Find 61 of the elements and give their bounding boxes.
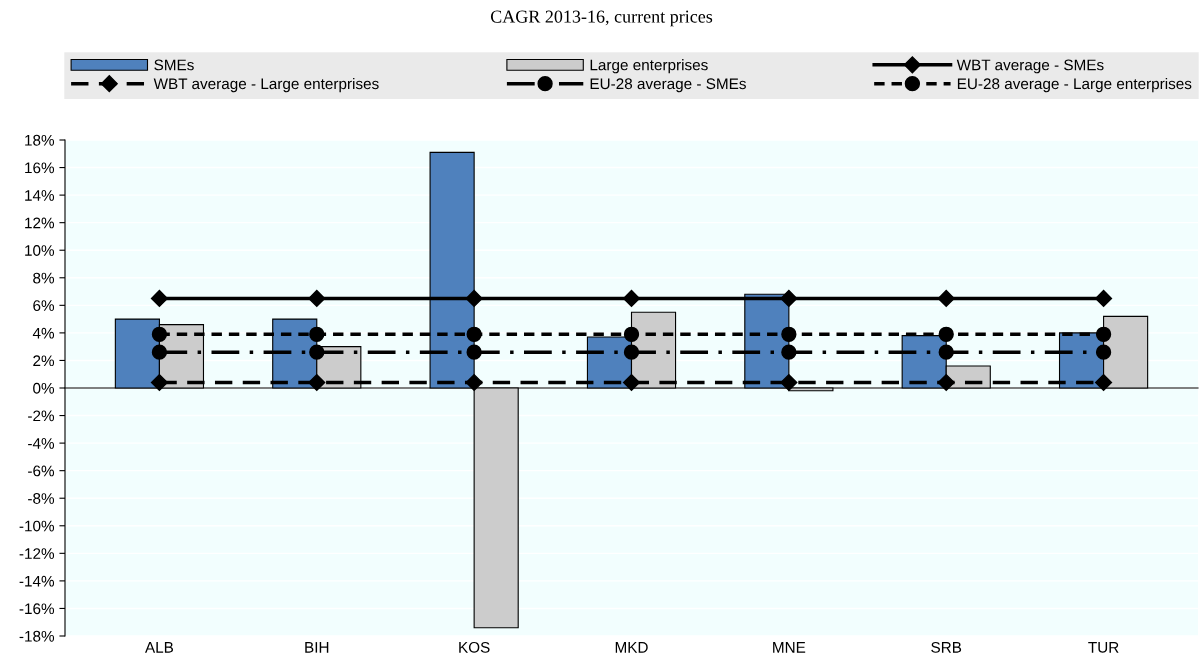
legend-label: EU-28 average - SMEs bbox=[590, 78, 746, 93]
y-tick-label: 6% bbox=[33, 300, 55, 312]
y-tick-label: 4% bbox=[32, 327, 55, 339]
y-tick-label: -6% bbox=[28, 465, 55, 477]
point bbox=[466, 344, 482, 360]
point bbox=[308, 289, 326, 307]
y-tick-label: -2% bbox=[28, 410, 55, 422]
point bbox=[151, 326, 168, 342]
y-tick-label: 14% bbox=[25, 190, 55, 201]
point bbox=[623, 344, 640, 360]
x-tick-label: BIH bbox=[305, 642, 329, 653]
point bbox=[938, 326, 954, 342]
point bbox=[466, 326, 482, 342]
point bbox=[1095, 289, 1113, 307]
y-tick-label: -10% bbox=[19, 520, 55, 532]
x-tick-label: MKD bbox=[615, 642, 648, 653]
point bbox=[937, 289, 955, 307]
point bbox=[151, 344, 168, 360]
x-tick-label: ALB bbox=[145, 642, 174, 653]
y-tick-label: 8% bbox=[33, 272, 55, 284]
x-tick-label: TUR bbox=[1088, 642, 1119, 653]
point bbox=[1095, 344, 1112, 360]
point bbox=[780, 373, 798, 392]
point bbox=[150, 289, 168, 307]
legend-label: EU-28 average - Large enterprises bbox=[957, 77, 1192, 93]
point bbox=[150, 373, 168, 392]
legend-label: WBT average - SMEs bbox=[956, 59, 1104, 74]
point bbox=[465, 289, 483, 307]
y-tick-label: 18% bbox=[25, 134, 55, 146]
x-tick-label: SRB bbox=[931, 641, 962, 653]
point bbox=[309, 344, 325, 360]
legend-label: SMEs bbox=[154, 59, 194, 71]
point bbox=[465, 373, 483, 392]
x-tick-label: KOS bbox=[459, 641, 490, 653]
point bbox=[1095, 326, 1112, 342]
y-tick-label: 12% bbox=[25, 217, 55, 229]
point bbox=[937, 373, 955, 392]
y-tick-label: -14% bbox=[19, 575, 55, 587]
point bbox=[308, 373, 326, 392]
y-tick-label: 2% bbox=[33, 355, 55, 367]
point bbox=[309, 326, 325, 342]
legend-label: Large enterprises bbox=[590, 59, 708, 74]
y-tick-label: -4% bbox=[28, 438, 55, 449]
legend-label: WBT average - Large enterprises bbox=[153, 77, 379, 93]
point bbox=[781, 326, 797, 342]
point bbox=[1095, 373, 1113, 392]
y-tick-label: 0% bbox=[33, 382, 55, 394]
y-tick-label: -12% bbox=[19, 548, 55, 559]
y-tick-label: 10% bbox=[25, 245, 55, 256]
y-tick-label: 16% bbox=[25, 162, 55, 174]
point bbox=[781, 344, 797, 360]
point bbox=[938, 344, 954, 360]
chart-title: CAGR 2013-16, current prices bbox=[490, 10, 713, 27]
point bbox=[622, 373, 641, 392]
y-tick-label: -16% bbox=[19, 603, 55, 615]
x-tick-label: MNE bbox=[773, 642, 806, 653]
y-tick-label: -8% bbox=[28, 493, 55, 504]
point bbox=[623, 326, 640, 342]
y-tick-label: -18% bbox=[19, 630, 55, 642]
point bbox=[780, 289, 798, 307]
point bbox=[622, 289, 641, 307]
